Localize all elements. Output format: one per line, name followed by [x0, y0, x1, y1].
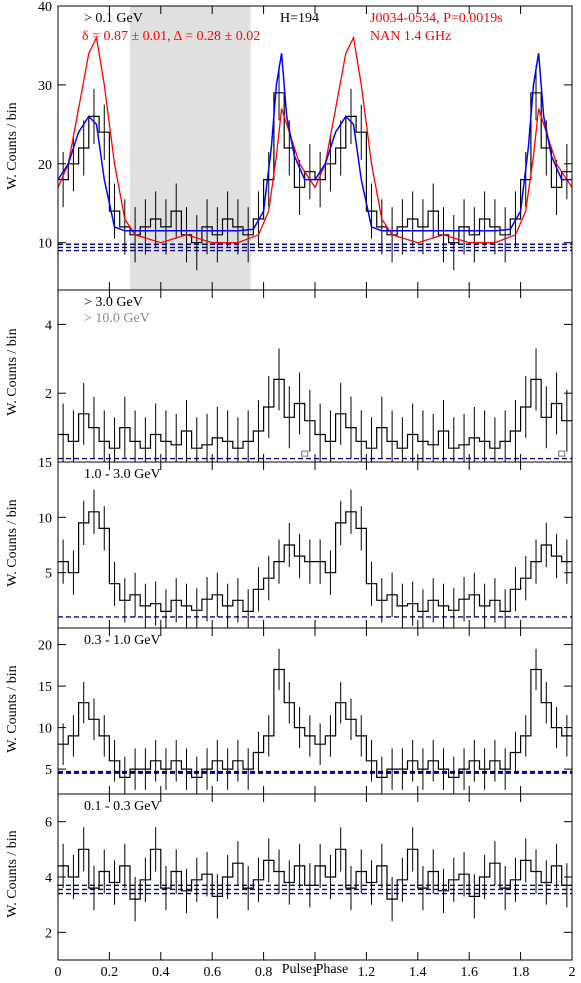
y-tick-label: 2	[45, 387, 52, 402]
panel-top: 10 20 30 40 > 0.1 GeV δ = 0.87 ± 0.01, Δ = 0.…	[38, 0, 573, 291]
model-fit-curve	[57, 53, 572, 232]
x-tick-label: 0	[55, 965, 62, 980]
x-tick-label: 0.4	[152, 965, 170, 980]
y-axis-label-p5: W. Counts / bin	[5, 830, 20, 918]
y-tick-label: 5	[45, 763, 52, 778]
radio-label: NAN 1.4 GHz	[370, 29, 451, 44]
panel-p2: 2 4 > 3.0 GeV> 10.0 GeV	[45, 289, 573, 463]
radio-profile	[57, 35, 573, 244]
x-tick-label: 1.4	[409, 965, 427, 980]
x-tick-label: 2	[569, 965, 576, 980]
htest-label: H=194	[280, 11, 319, 26]
y-tick-label: 5	[45, 567, 52, 582]
y-tick-label: 20	[38, 158, 52, 173]
panel-p4: 5 10 15 20 0.3 - 1.0 GeV	[38, 627, 573, 795]
gamma-high-energy-bin	[558, 450, 566, 457]
energy-label: 0.3 - 1.0 GeV	[84, 633, 161, 648]
energy-label: > 0.1 GeV	[84, 11, 143, 26]
y-tick-label: 4	[45, 871, 52, 886]
y-tick-label: 2	[45, 926, 52, 941]
panel-p5: 2 4 6 0.1 - 0.3 GeV	[45, 793, 573, 961]
y-tick-label: 20	[38, 639, 52, 654]
panel-p3: 5 10 15 1.0 - 3.0 GeV	[38, 456, 573, 629]
gamma-histogram	[58, 668, 572, 778]
energy-label: > 3.0 GeV	[84, 295, 143, 310]
x-tick-label: 0.2	[101, 965, 119, 980]
y-tick-label: 10	[38, 511, 52, 526]
energy-label: 1.0 - 3.0 GeV	[84, 467, 161, 482]
y-tick-label: 15	[38, 456, 52, 471]
x-tick-label: 0.8	[255, 965, 273, 980]
y-tick-label: 15	[38, 680, 52, 695]
energy-label-secondary: > 10.0 GeV	[84, 311, 150, 326]
y-tick-label: 40	[38, 0, 52, 15]
energy-label: 0.1 - 0.3 GeV	[84, 799, 161, 814]
y-tick-label: 30	[38, 79, 52, 94]
y-tick-label: 10	[38, 722, 52, 737]
y-tick-label: 4	[45, 318, 52, 333]
x-axis-title: Pulse Phase	[281, 962, 349, 977]
y-tick-label: 10	[38, 237, 52, 252]
gamma-histogram	[58, 511, 572, 612]
x-tick-label: 0.6	[203, 965, 221, 980]
y-axis-label-p2: W. Counts / bin	[5, 328, 20, 416]
y-tick-label: 6	[45, 816, 52, 831]
fit-parameters-label: δ = 0.87 ± 0.01, Δ = 0.28 ± 0.02	[82, 29, 260, 44]
x-tick-label: 1	[312, 965, 319, 980]
gamma-high-energy-bin	[301, 450, 309, 457]
x-tick-label: 1.8	[512, 965, 530, 980]
y-axis-label-top: W. Counts / bin	[5, 102, 20, 190]
x-tick-label: 1.2	[358, 965, 376, 980]
pulsar-label: J0034-0534, P=0.0019s	[370, 11, 503, 26]
x-tick-label: 1.6	[460, 965, 478, 980]
